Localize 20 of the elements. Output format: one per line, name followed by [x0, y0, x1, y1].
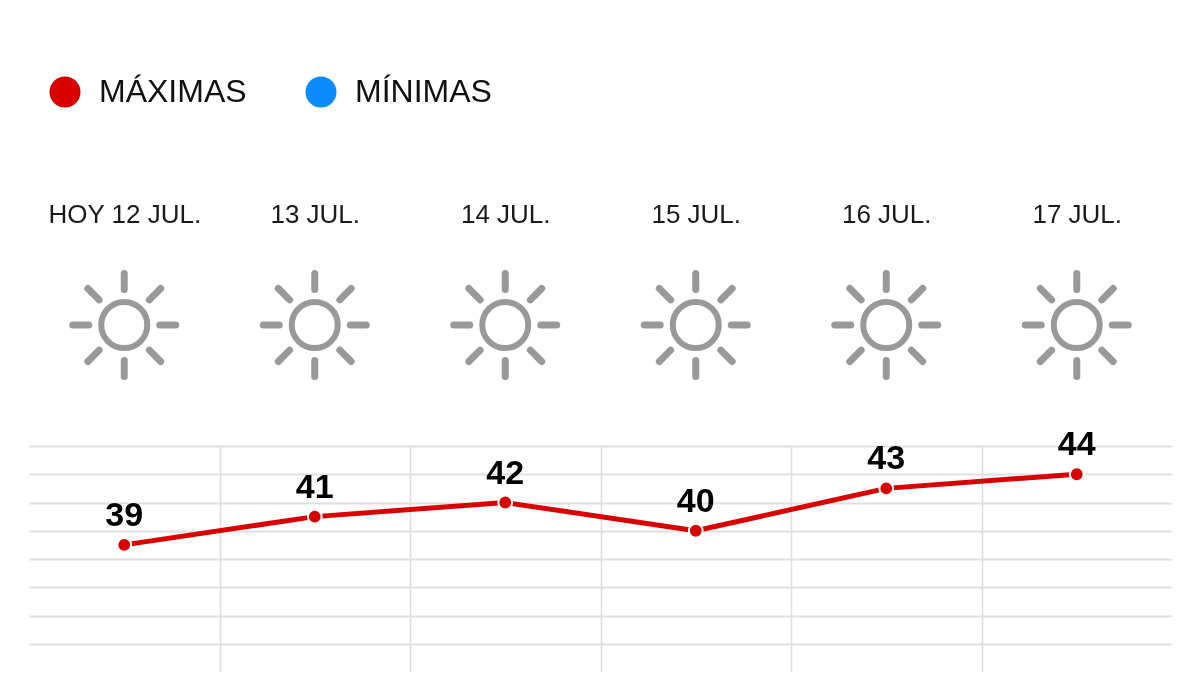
legend-label: MÁXIMAS — [99, 73, 247, 109]
data-label: 44 — [1057, 424, 1096, 463]
x-tick-label: 17 JUL. — [1032, 198, 1123, 229]
point — [1068, 466, 1085, 483]
x-tick-label: HOY 12 JUL. — [48, 198, 202, 229]
x-tick-label: 15 JUL. — [651, 198, 742, 229]
x-tick-label: 13 JUL. — [270, 198, 361, 229]
x-tick-label: 14 JUL. — [460, 198, 551, 229]
data-label: 40 — [676, 480, 715, 519]
point — [878, 480, 895, 497]
data-label: 42 — [486, 452, 525, 491]
legend-label: MÍNIMAS — [355, 73, 492, 109]
point — [116, 537, 133, 553]
data-label: 43 — [867, 438, 906, 477]
x-tick-label: 16 JUL. — [841, 198, 932, 229]
data-label: 41 — [295, 466, 334, 505]
point — [687, 522, 704, 539]
data-label: 39 — [105, 494, 144, 533]
point — [497, 494, 514, 511]
point — [306, 508, 323, 525]
